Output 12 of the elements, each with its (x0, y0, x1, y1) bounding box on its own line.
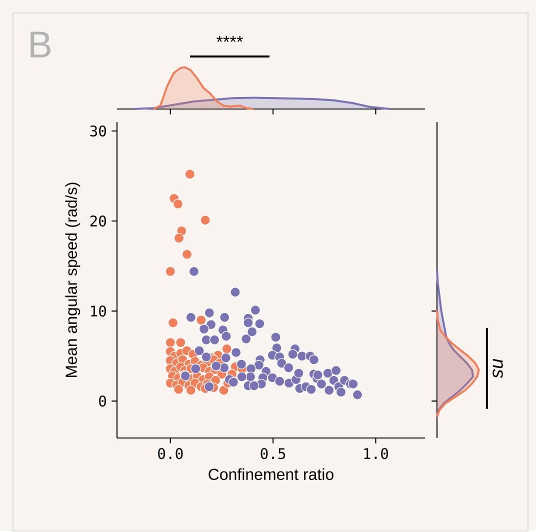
x-tick-label: 1.0 (364, 448, 388, 460)
y-tick-label: 30 (90, 126, 106, 137)
y-tick-label: 20 (90, 216, 106, 227)
x-tick-label: 0.5 (260, 448, 286, 460)
y-tick-label: 10 (91, 306, 106, 317)
text: **** (216, 36, 243, 42)
x-axis-title: Confinement ratio (208, 468, 334, 480)
x-tick-label: 0.0 (158, 448, 183, 460)
text: B (30, 32, 50, 58)
y-tick-label: 0 (99, 396, 106, 407)
text: ns (492, 359, 503, 378)
y-axis-title: Mean angular speed (rad/s) (65, 182, 80, 378)
